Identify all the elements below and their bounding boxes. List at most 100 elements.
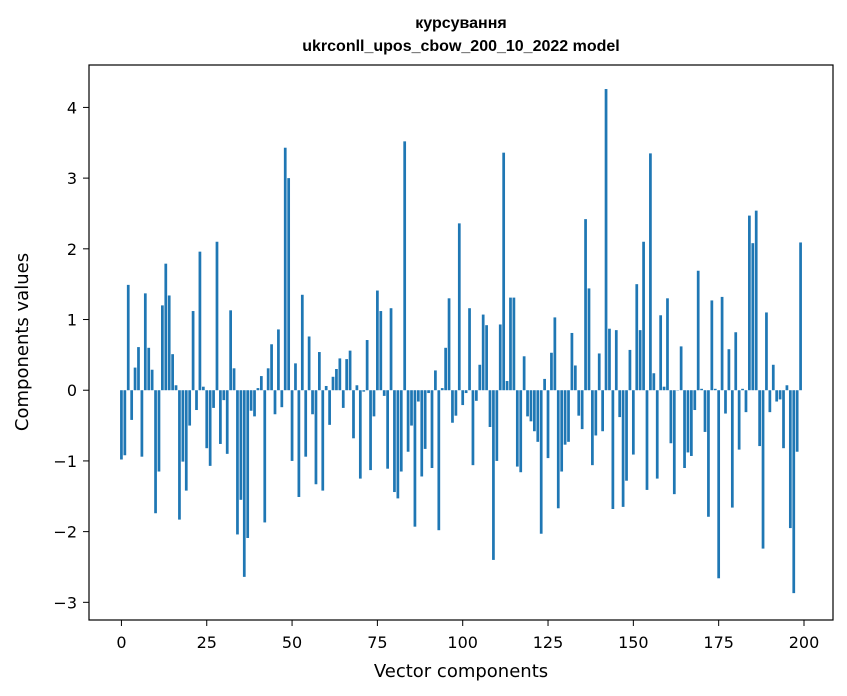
bar-component-162 <box>672 390 676 495</box>
bar-component-194 <box>782 390 785 449</box>
bar-component-48 <box>283 147 287 391</box>
bar-component-131 <box>567 390 570 442</box>
bar-component-149 <box>628 349 632 391</box>
bar-component-93 <box>437 390 441 531</box>
bar-component-39 <box>253 390 256 417</box>
bar-component-0 <box>120 390 123 460</box>
bar-component-145 <box>614 330 618 391</box>
bar-component-47 <box>280 390 284 408</box>
bar-component-188 <box>761 390 765 549</box>
bar-component-69 <box>355 385 359 391</box>
bar-component-132 <box>570 332 574 391</box>
bar-component-27 <box>212 390 215 408</box>
bar-component-111 <box>498 324 502 391</box>
bar-component-67 <box>348 350 352 391</box>
bar-component-61 <box>328 390 331 425</box>
bar-component-116 <box>515 390 519 467</box>
bar-component-75 <box>376 290 379 391</box>
bar-component-62 <box>331 376 335 391</box>
bar-component-24 <box>201 386 205 391</box>
bar-component-82 <box>399 390 403 472</box>
bar-component-97 <box>451 390 454 423</box>
bar-component-34 <box>236 390 239 535</box>
bar-component-79 <box>389 308 393 391</box>
bar-component-106 <box>481 314 485 391</box>
bar-component-167 <box>690 390 693 456</box>
bar-component-25 <box>205 390 209 449</box>
bar-component-29 <box>219 390 222 444</box>
bar-component-153 <box>642 241 645 391</box>
chart-subtitle: ukrconll_upos_cbow_200_10_2022 model <box>302 38 619 55</box>
x-tick-label: 100 <box>447 633 478 652</box>
bar-component-43 <box>266 368 270 391</box>
x-tick-label: 200 <box>789 633 820 652</box>
bar-component-2 <box>126 284 130 391</box>
bar-component-37 <box>246 390 250 538</box>
y-tick-label: 1 <box>67 311 77 330</box>
bar-component-96 <box>447 298 451 391</box>
bar-component-172 <box>707 390 710 517</box>
x-tick-label: 175 <box>703 633 734 652</box>
x-tick-label: 50 <box>282 633 302 652</box>
bar-component-81 <box>396 390 400 499</box>
bar-component-121 <box>533 390 536 432</box>
bar-component-60 <box>324 385 328 391</box>
bar-component-134 <box>577 390 581 416</box>
bar-component-125 <box>546 390 550 459</box>
x-tick-label: 75 <box>367 633 387 652</box>
bar-component-53 <box>300 294 304 391</box>
y-tick-label: 0 <box>67 381 77 400</box>
bar-component-7 <box>143 293 147 391</box>
bar-component-23 <box>198 251 202 391</box>
bar-component-114 <box>509 297 512 391</box>
bar-component-18 <box>181 390 185 462</box>
bar-component-110 <box>495 390 499 461</box>
bar-component-133 <box>573 365 577 391</box>
y-tick-label: −3 <box>53 593 77 612</box>
bar-component-11 <box>157 390 161 472</box>
bar-component-146 <box>618 390 622 418</box>
bar-component-42 <box>263 390 267 523</box>
bar-component-186 <box>754 210 758 391</box>
bar-component-76 <box>379 311 383 391</box>
bar-component-64 <box>338 358 342 391</box>
bar-component-15 <box>171 354 174 391</box>
bar-component-28 <box>215 241 219 391</box>
bar-component-20 <box>188 390 192 426</box>
bar-component-126 <box>550 352 553 391</box>
bar-component-16 <box>174 385 178 391</box>
bar-component-140 <box>597 353 601 391</box>
bar-component-98 <box>454 390 458 416</box>
bar-component-187 <box>758 390 761 447</box>
bar-component-92 <box>434 370 437 391</box>
bar-component-176 <box>720 296 724 391</box>
bar-component-175 <box>717 390 721 579</box>
bar-component-120 <box>529 390 533 422</box>
bar-component-21 <box>191 311 195 391</box>
bar-component-38 <box>249 390 253 411</box>
bar-component-150 <box>631 390 635 455</box>
bar-component-8 <box>147 347 151 391</box>
bar-component-87 <box>416 390 420 402</box>
bar-component-90 <box>427 390 430 394</box>
x-tick-label: 25 <box>197 633 217 652</box>
x-tick-label: 125 <box>533 633 564 652</box>
bar-component-189 <box>765 312 768 391</box>
bar-component-166 <box>686 390 690 453</box>
bar-component-52 <box>297 390 301 497</box>
bar-component-179 <box>730 390 734 508</box>
bar-component-9 <box>150 369 154 391</box>
bar-component-144 <box>611 390 615 509</box>
bar-component-94 <box>440 388 444 391</box>
bar-component-185 <box>751 243 755 391</box>
bar-component-108 <box>488 390 492 427</box>
bar-component-54 <box>304 390 308 457</box>
x-tick-label: 150 <box>618 633 649 652</box>
bar-component-195 <box>785 385 789 391</box>
bar-component-19 <box>184 390 188 491</box>
bar-component-129 <box>560 390 564 472</box>
y-tick-label: −1 <box>53 452 77 471</box>
bar-component-26 <box>208 390 212 466</box>
bar-component-77 <box>382 390 386 396</box>
bar-component-165 <box>683 390 686 468</box>
